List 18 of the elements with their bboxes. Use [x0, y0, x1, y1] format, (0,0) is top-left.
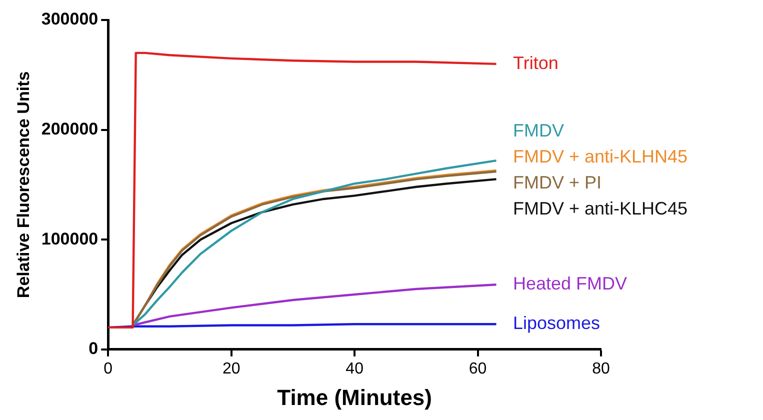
y-tick-label: 100000 [41, 229, 98, 248]
y-axis-title: Relative Fluorescence Units [14, 71, 33, 298]
series-label: Heated FMDV [513, 274, 628, 294]
x-tick-label: 80 [592, 360, 610, 378]
x-tick-label: 40 [346, 360, 364, 378]
series-label: FMDV + PI [513, 172, 602, 192]
y-tick-label: 300000 [41, 10, 98, 29]
x-axis-title: Time (Minutes) [277, 384, 432, 410]
series-label: FMDV [513, 120, 564, 140]
y-tick-label: 0 [88, 339, 98, 358]
series-label: FMDV + anti-KLHN45 [513, 146, 688, 166]
x-tick-label: 20 [222, 360, 240, 378]
x-tick-label: 60 [468, 360, 487, 378]
series-label: FMDV + anti-KLHC45 [513, 198, 688, 218]
series-label: Triton [513, 52, 558, 73]
x-tick-label: 0 [104, 360, 113, 378]
y-tick-label: 200000 [41, 119, 98, 138]
series-label: Liposomes [513, 313, 600, 334]
